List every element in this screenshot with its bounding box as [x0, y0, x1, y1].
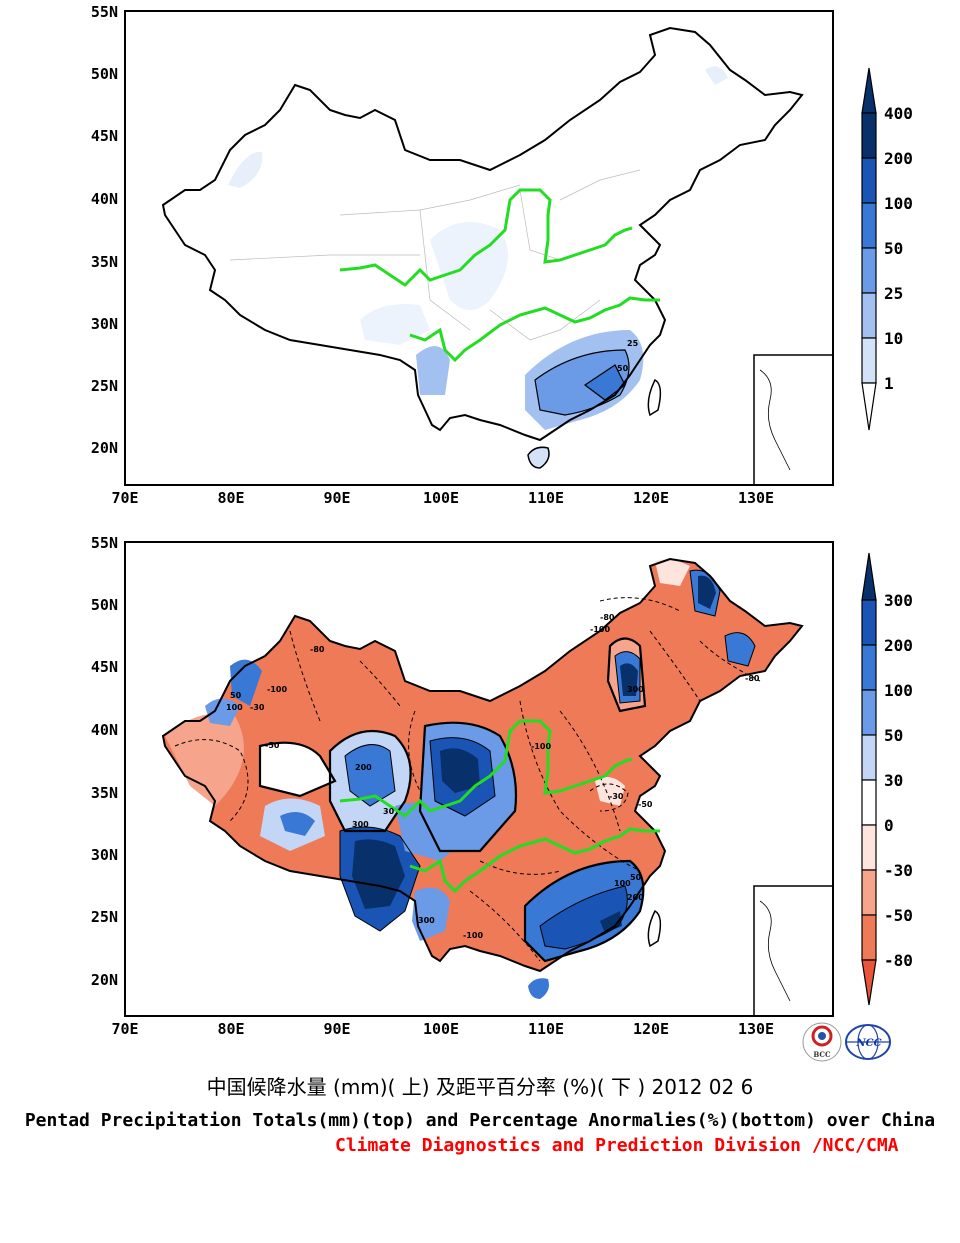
- caption-chinese: 中国候降水量 (mm)( 上) 及距平百分率 (%)( 下 ) 2012 02 …: [206, 1075, 754, 1099]
- bcc-logo: BCC: [802, 1022, 842, 1062]
- bottom-lat-label: 30N: [91, 846, 118, 864]
- contour-label: 200: [627, 893, 644, 902]
- top-lon-label: 130E: [738, 489, 774, 507]
- top-lat-label: 55N: [91, 3, 118, 21]
- contour-label: 100: [226, 703, 243, 712]
- bottom-colorbar-label: 300: [884, 591, 913, 610]
- bottom-colorbar-label: -30: [884, 861, 913, 880]
- bottom-contour-labels: -100 -80 -50 -30 100 50 300 200 30 -100 …: [226, 613, 760, 940]
- bottom-lat-label: 55N: [91, 534, 118, 552]
- contour-label: -80: [310, 645, 325, 654]
- top-lon-label: 70E: [111, 489, 138, 507]
- bottom-lon-label: 90E: [323, 1020, 350, 1038]
- bottom-lon-label: 100E: [423, 1020, 459, 1038]
- top-colorbar-label: 200: [884, 149, 913, 168]
- contour-label: -80: [600, 613, 615, 622]
- contour-label: -100: [531, 742, 551, 751]
- ncc-logo-text: NCC: [855, 1038, 881, 1049]
- top-contour-label-25: 25: [627, 339, 639, 348]
- top-map-fill: [162, 27, 833, 485]
- top-colorbar: 400 200 100 50 25 10 1: [861, 67, 913, 431]
- contour-label: -30: [250, 703, 265, 712]
- top-lat-label: 30N: [91, 315, 118, 333]
- contour-label: -100: [463, 931, 483, 940]
- bottom-colorbar-label: 0: [884, 816, 894, 835]
- bottom-colorbar-label: 200: [884, 636, 913, 655]
- bottom-lat-label: 40N: [91, 721, 118, 739]
- top-colorbar-label: 100: [884, 194, 913, 213]
- bottom-lat-axis: 55N 50N 45N 40N 35N 30N 25N 20N: [91, 534, 118, 989]
- top-lon-label: 90E: [323, 489, 350, 507]
- contour-label: 100: [614, 879, 631, 888]
- bottom-lon-label: 70E: [111, 1020, 138, 1038]
- bottom-anomaly-map: -100 -80 -50 -30 100 50 300 200 30 -100 …: [91, 534, 834, 1038]
- top-map-frame: [124, 10, 834, 486]
- top-lon-label: 100E: [423, 489, 459, 507]
- contour-label: 300: [627, 685, 644, 694]
- top-lon-label: 80E: [217, 489, 244, 507]
- contour-label: 50: [230, 691, 242, 700]
- contour-label: -30: [609, 792, 624, 801]
- top-lat-label: 45N: [91, 127, 118, 145]
- top-colorbar-label: 25: [884, 284, 903, 303]
- top-contour-label-50: 50: [617, 364, 629, 373]
- contour-label: 200: [355, 763, 372, 772]
- bottom-colorbar-label: -80: [884, 951, 913, 970]
- bottom-map-fill: [162, 558, 833, 1016]
- top-lon-label: 120E: [633, 489, 669, 507]
- contour-label: -50: [265, 741, 280, 750]
- bcc-logo-text: BCC: [813, 1050, 831, 1059]
- top-precip-map: 25 50 55N 50N 45N 40N 35N 30N 25N 20N 70…: [91, 3, 834, 507]
- bottom-lat-label: 35N: [91, 784, 118, 802]
- top-lat-label: 50N: [91, 65, 118, 83]
- bottom-lon-label: 80E: [217, 1020, 244, 1038]
- bottom-lon-label: 110E: [528, 1020, 564, 1038]
- top-lat-label: 40N: [91, 190, 118, 208]
- contour-label: 300: [352, 820, 369, 829]
- bottom-lat-label: 45N: [91, 658, 118, 676]
- bottom-lat-label: 50N: [91, 596, 118, 614]
- top-colorbar-label: 50: [884, 239, 903, 258]
- contour-label: -100: [590, 625, 610, 634]
- caption-english: Pentad Precipitation Totals(mm)(top) and…: [24, 1110, 936, 1131]
- contour-label: -80: [745, 674, 760, 683]
- contour-label: 50: [630, 873, 642, 882]
- bottom-colorbar: 300 200 100 50 30 0 -30 -50 -80: [861, 552, 913, 1006]
- top-lon-axis: 70E 80E 90E 100E 110E 120E 130E: [111, 489, 774, 507]
- contour-label: 300: [418, 916, 435, 925]
- contour-label: -50: [638, 800, 653, 809]
- contour-label: -100: [267, 685, 287, 694]
- bottom-lon-axis: 70E 80E 90E 100E 110E 120E 130E: [111, 1020, 774, 1038]
- bottom-lat-label: 20N: [91, 971, 118, 989]
- bottom-colorbar-label: 50: [884, 726, 903, 745]
- caption-division: Climate Diagnostics and Prediction Divis…: [335, 1135, 899, 1156]
- top-lat-label: 20N: [91, 439, 118, 457]
- top-lat-label: 25N: [91, 377, 118, 395]
- top-lat-axis: 55N 50N 45N 40N 35N 30N 25N 20N: [91, 3, 118, 457]
- bottom-colorbar-label: 30: [884, 771, 903, 790]
- bottom-lon-label: 120E: [633, 1020, 669, 1038]
- top-colorbar-label: 1: [884, 374, 894, 393]
- contour-label: 30: [383, 807, 395, 816]
- top-colorbar-label: 400: [884, 104, 913, 123]
- bottom-lon-label: 130E: [738, 1020, 774, 1038]
- bottom-map-frame: [124, 541, 834, 1017]
- ncc-logo: NCC: [845, 1020, 891, 1064]
- top-colorbar-label: 10: [884, 329, 903, 348]
- bottom-lat-label: 25N: [91, 908, 118, 926]
- top-lat-label: 35N: [91, 253, 118, 271]
- top-lon-label: 110E: [528, 489, 564, 507]
- bottom-colorbar-label: -50: [884, 906, 913, 925]
- bottom-colorbar-label: 100: [884, 681, 913, 700]
